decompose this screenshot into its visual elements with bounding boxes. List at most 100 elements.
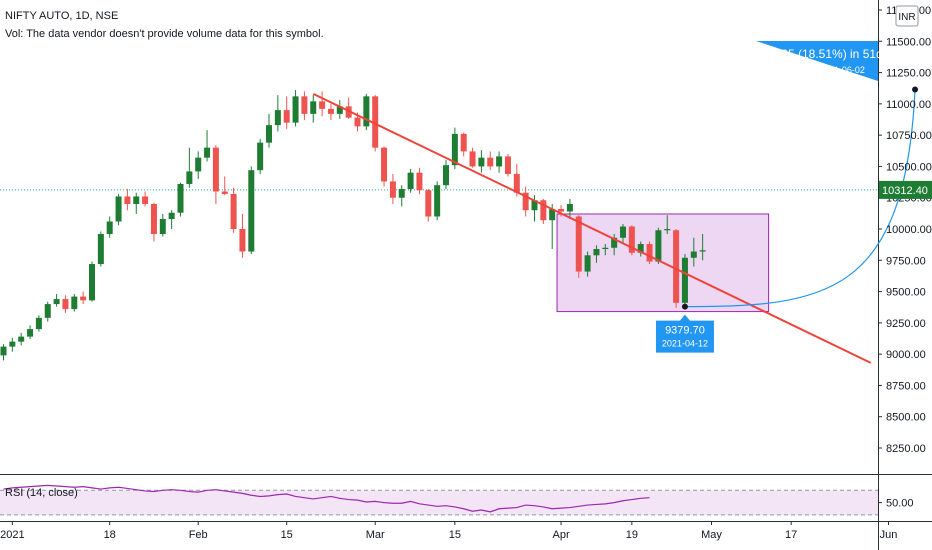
candle: [381, 146, 388, 187]
low-price-value: 9379.70: [665, 325, 705, 337]
candle-body: [628, 226, 635, 253]
candle-body: [425, 190, 432, 217]
time-tick-label: 2021: [0, 529, 24, 541]
projection-end-point[interactable]: [912, 86, 919, 93]
candle-body: [611, 237, 618, 248]
candle-body: [504, 156, 511, 174]
candle-body: [142, 196, 149, 204]
candle: [177, 182, 184, 217]
time-tick-label: 15: [449, 529, 461, 541]
candle: [142, 191, 149, 207]
low-price-date: 2021-04-12: [662, 339, 708, 349]
candle: [690, 237, 697, 267]
candle-body: [292, 96, 299, 123]
candle-body: [487, 157, 494, 167]
rsi-tick-label: 50.00: [886, 498, 914, 510]
candle-body: [531, 200, 538, 211]
candle: [584, 251, 591, 277]
candle-body: [354, 117, 361, 127]
candle-body: [381, 147, 388, 182]
target-label-box: [756, 41, 878, 81]
candle: [18, 332, 25, 346]
candle-body: [434, 185, 441, 217]
time-tick-label: Jun: [880, 529, 898, 541]
candle: [558, 205, 565, 217]
candle-body: [363, 96, 370, 127]
candle: [566, 198, 573, 219]
candle-body: [575, 216, 582, 272]
candle: [0, 344, 7, 361]
time-tick-label: 19: [626, 529, 638, 541]
candle-body: [204, 147, 211, 158]
rsi-label[interactable]: RSI (14, close): [5, 487, 78, 499]
consolidation-rectangle[interactable]: [556, 213, 770, 313]
price-tick-label: 9250.00: [886, 318, 926, 330]
time-tick-label: 18: [104, 529, 116, 541]
candle-body: [416, 172, 423, 191]
candle: [425, 188, 432, 222]
time-tick-label: Mar: [366, 529, 385, 541]
candle: [301, 91, 308, 121]
price-tick-label: 8750.00: [886, 380, 926, 392]
candle: [327, 103, 334, 121]
candle-body: [549, 208, 556, 221]
candle: [540, 198, 547, 224]
candle-body: [655, 230, 662, 262]
currency-badge[interactable]: [895, 5, 919, 27]
symbol-title[interactable]: NIFTY AUTO, 1D, NSE: [5, 10, 118, 22]
candle-body: [620, 226, 626, 238]
candle: [664, 215, 671, 235]
candle-body: [690, 251, 697, 258]
last-price-tag-label: 10312.40: [882, 185, 928, 197]
candle: [655, 227, 662, 265]
candle-body: [301, 96, 308, 114]
target-annotation[interactable]: 1736.25 (18.51%) in 51d 11115.95 @ 2021-0…: [751, 41, 883, 81]
candle-body: [80, 296, 87, 301]
candle: [168, 210, 175, 229]
candle-body: [283, 110, 290, 123]
candle: [310, 95, 317, 123]
candle-body: [540, 200, 547, 221]
candle: [124, 188, 131, 211]
candle-body: [71, 296, 78, 310]
candle-body: [0, 346, 7, 356]
candle-body: [9, 341, 16, 347]
target-price-date-text: 11115.95 @ 2021-06-02: [769, 65, 865, 75]
candle: [266, 113, 272, 148]
candle: [336, 100, 343, 119]
candle: [407, 168, 414, 193]
resistance-trendline[interactable]: [312, 92, 872, 364]
low-price-annotation[interactable]: 9379.70 2021-04-12: [655, 314, 714, 353]
candle: [133, 192, 140, 214]
candle-body: [336, 106, 343, 114]
candle-body: [159, 218, 166, 235]
candle-body: [327, 108, 334, 114]
candle: [89, 261, 95, 302]
candle-body: [195, 157, 202, 172]
price-tick-label: 8500.00: [886, 412, 926, 424]
candle: [487, 151, 494, 171]
candle: [27, 325, 34, 340]
candle-body: [681, 257, 688, 303]
candle-body: [566, 203, 573, 212]
candle-body: [124, 196, 131, 204]
candle-body: [673, 230, 680, 303]
candle-body: [150, 203, 157, 235]
candle-body: [44, 304, 51, 318]
projection-start-point[interactable]: [681, 303, 688, 310]
projection-curve[interactable]: [684, 89, 916, 308]
candle: [398, 185, 405, 207]
candle: [71, 294, 78, 312]
price-tick-label: 9000.00: [886, 349, 926, 361]
candle-body: [221, 191, 228, 194]
candle: [593, 245, 600, 263]
candle-body: [478, 157, 485, 167]
price-tick-label: 9750.00: [886, 255, 926, 267]
volume-note: Vol: The data vendor doesn't provide vol…: [5, 28, 324, 40]
candle: [159, 213, 166, 237]
candle-body: [522, 192, 529, 211]
candle-body: [637, 244, 644, 253]
candle: [611, 234, 618, 256]
price-tick-label: 9500.00: [886, 287, 926, 299]
candle: [283, 96, 290, 129]
